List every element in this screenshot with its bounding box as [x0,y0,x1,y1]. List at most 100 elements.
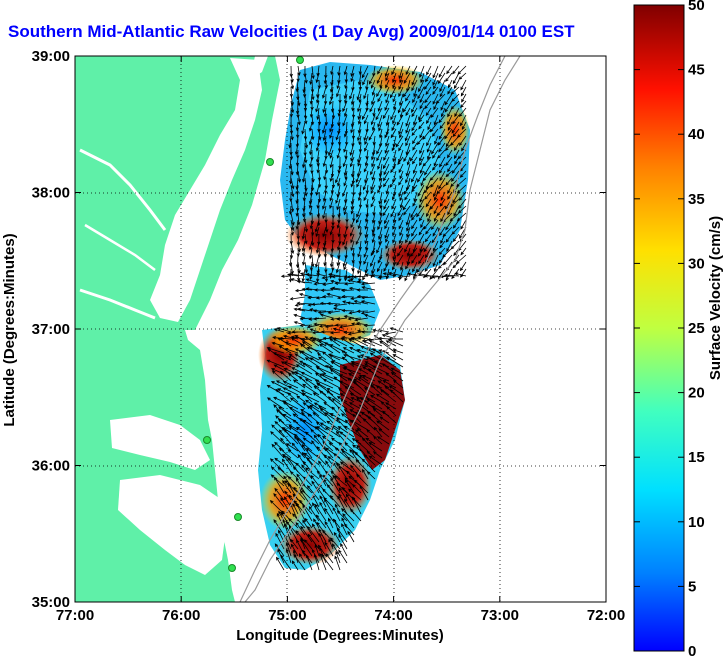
velocity-arrow [452,114,460,125]
velocity-arrow [329,413,348,424]
velocity-arrow [426,114,432,125]
velocity-arrow [266,397,285,410]
velocity-arrow [425,198,432,208]
velocity-arrow [375,107,383,121]
velocity-arrow [370,114,376,126]
velocity-arrow [344,149,348,160]
velocity-arrow [453,149,460,160]
velocity-arrow [303,452,320,466]
velocity-arrow [433,100,439,111]
velocity-arrow [398,177,404,186]
velocity-arrow [288,268,293,283]
velocity-arrow [423,219,432,230]
velocity-arrow [327,353,348,361]
velocity-arrow [376,240,383,254]
velocity-arrow [329,170,334,183]
velocity-arrow [448,79,453,89]
velocity-arrow [438,254,446,264]
velocity-arrow [299,323,313,328]
velocity-arrow [383,156,390,170]
velocity-arrow [405,163,411,177]
velocity-arrow [453,205,460,217]
velocity-arrow [371,212,376,224]
velocity-arrow [413,86,418,98]
velocity-arrow [350,65,355,77]
velocity-arrow [336,296,348,300]
velocity-arrow [308,205,313,216]
velocity-arrow [337,177,341,187]
velocity-arrow [357,72,362,86]
velocity-arrow [399,128,404,139]
velocity-arrow [311,548,320,564]
velocity-arrow [433,79,439,90]
velocity-arrow [437,72,446,85]
velocity-arrow [356,288,368,292]
velocity-arrow [438,128,446,140]
velocity-arrow [324,498,334,515]
velocity-arrow [361,437,376,452]
velocity-arrow [331,275,348,279]
velocity-arrow [425,226,432,235]
velocity-arrow [424,261,432,272]
velocity-arrow [344,268,348,282]
velocity-arrow [321,435,334,445]
velocity-arrow [425,107,432,117]
velocity-arrow [389,177,397,188]
velocity-arrow [399,107,404,119]
velocity-arrow [368,72,376,85]
velocity-arrow [402,86,411,98]
velocity-arrow [418,79,425,93]
velocity-arrow [417,170,425,183]
velocity-arrow [384,86,390,97]
velocity-arrow [355,439,369,452]
velocity-arrow [341,294,355,299]
velocity-arrow [360,282,376,286]
velocity-arrow [411,219,418,230]
velocity-arrow [323,135,328,146]
velocity-arrow [382,380,397,389]
velocity-arrow [404,93,411,102]
velocity-arrow [361,286,376,291]
velocity-arrow [341,523,348,536]
velocity-arrow [342,100,348,113]
velocity-arrow [290,240,295,255]
velocity-arrow [269,499,285,515]
velocity-arrow [313,282,327,286]
velocity-arrow [332,506,341,522]
velocity-arrow [342,367,362,375]
velocity-arrow [452,219,460,229]
velocity-arrow [318,532,327,550]
velocity-arrow [293,313,306,319]
velocity-arrow [338,534,348,550]
velocity-arrow [350,72,355,83]
velocity-arrow [420,177,425,187]
velocity-arrow [335,430,348,445]
velocity-arrow [363,454,376,466]
velocity-arrow [397,205,404,217]
velocity-arrow [363,128,369,142]
velocity-arrow [330,184,335,194]
velocity-arrow [385,184,390,195]
velocity-arrow [347,530,355,543]
velocity-arrow [314,379,334,389]
velocity-arrow [334,475,348,487]
velocity-arrow [371,93,376,106]
velocity-arrow [418,226,425,236]
velocity-arrow [333,303,348,307]
velocity-arrow [328,538,334,550]
velocity-arrow [413,114,418,126]
velocity-arrow [296,437,313,452]
velocity-arrow [329,191,334,202]
velocity-arrow [305,554,313,571]
velocity-arrow [335,128,341,141]
velocity-arrow [365,198,369,209]
velocity-arrow [458,191,467,201]
velocity-arrow [407,272,418,277]
velocity-arrow [294,371,313,382]
velocity-arrow [417,184,425,197]
velocity-arrow [397,100,404,114]
velocity-arrow [437,135,446,146]
velocity-arrow [278,406,292,417]
